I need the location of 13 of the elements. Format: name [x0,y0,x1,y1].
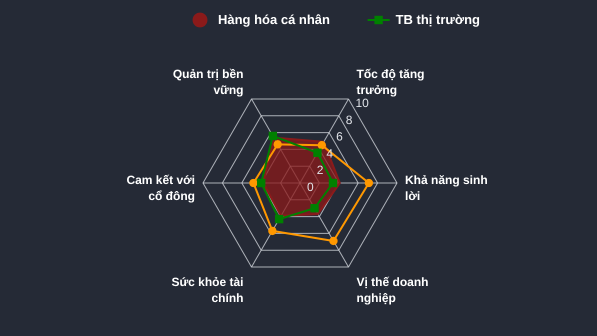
spoke-label: Quản trị bền vững [172,66,244,97]
spoke-label: Sức khỏe tài chính [171,275,244,306]
legend-label: TB thị trường [396,12,480,27]
spoke-label: Cam kết với cổ đông [126,173,195,203]
y-tick-label: 10 [356,96,370,110]
legend-label: Hàng hóa cá nhân [218,12,330,27]
y-tick-label: 8 [346,112,353,127]
spoke-label: Tốc độ tăng trưởng [356,66,424,97]
y-tick-label: 0 [307,180,314,194]
spoke-label: Vị thế doanh nghiệp [356,275,428,306]
y-tick-label: 6 [336,130,344,144]
y-tick-label: 2 [316,163,324,178]
spoke-label: Khả năng sinh lời [405,173,488,203]
